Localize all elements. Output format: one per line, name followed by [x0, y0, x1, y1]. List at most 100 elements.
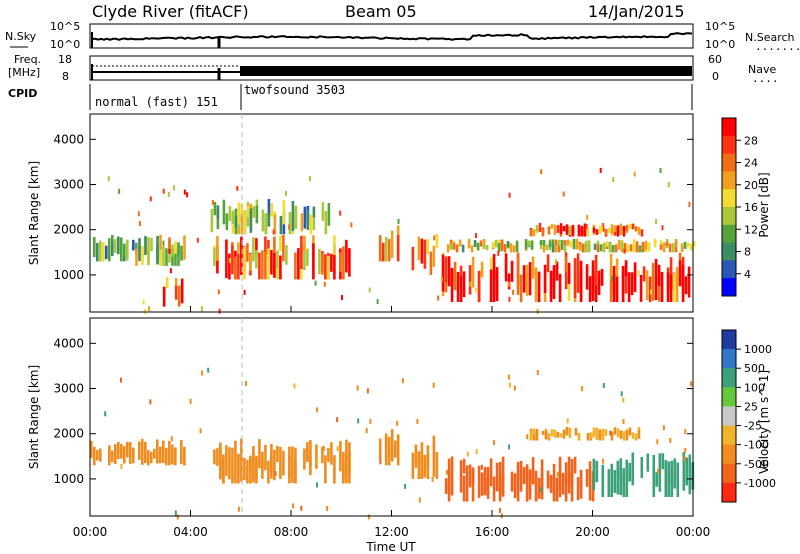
scatter-cell-4: [525, 464, 529, 479]
velocity-y-ticks: 4000 3000 2000 1000: [53, 336, 693, 486]
scatter-cell-8: [452, 242, 456, 250]
speckle: [183, 189, 186, 195]
freq-left-label-1: Freq.: [14, 53, 41, 66]
scatter-cell-6: [616, 428, 620, 438]
scatter-cell-7: [684, 276, 688, 295]
scatter-cell-4: [225, 213, 229, 231]
scatter-cell-1: [303, 448, 306, 470]
speckle: [168, 249, 171, 254]
scatter-cell-4: [459, 460, 463, 493]
scatter-cell-1: [294, 447, 297, 484]
scatter-cell-8: [620, 240, 624, 249]
scatter-cell-7: [657, 264, 661, 286]
speckle: [162, 188, 165, 194]
scatter-cell-3: [252, 237, 255, 262]
scatter-cell-8: [494, 239, 498, 246]
scatter-cell-0: [108, 447, 111, 466]
scatter-cell-8: [635, 245, 639, 253]
scatter-cell-7: [489, 269, 493, 302]
freq-left-label-2: [MHz]: [8, 66, 40, 79]
scatter-cell-7: [564, 256, 568, 273]
scatter-cell-5: [387, 239, 391, 262]
scatter-cell-4: [291, 201, 295, 232]
scatter-cell-5: [658, 453, 662, 492]
scatter-cell-8: [617, 239, 621, 246]
scatter-cell-7: [543, 264, 547, 293]
scatter-cell-6: [544, 430, 548, 439]
scatter-cell-8: [527, 240, 531, 247]
scatter-cell-9: [631, 224, 635, 230]
scatter-cell-4: [234, 216, 238, 228]
scatter-cell-3: [330, 253, 333, 272]
scatter-cell-0: [114, 444, 117, 461]
scatter-cell-7: [519, 274, 523, 303]
scatter-cell-1: [177, 246, 180, 257]
scatter-cell-7: [531, 256, 535, 279]
speckle: [566, 418, 569, 424]
scatter-cell-0: [90, 447, 93, 459]
scatter-cell-8: [476, 242, 480, 250]
scatter-cell-8: [500, 239, 504, 250]
speckle: [562, 191, 565, 197]
scatter-cell-3: [246, 243, 249, 262]
scatter-cell-7: [657, 274, 661, 302]
scatter-cell-8: [446, 244, 450, 253]
speckle: [623, 248, 626, 254]
scatter-cell-7: [669, 257, 673, 290]
scatter-cell-8: [506, 241, 510, 247]
scatter-cell-5: [685, 457, 689, 486]
scatter-cell-4: [321, 202, 325, 221]
x-axis-label: Time UT: [365, 540, 416, 554]
x-tick-label: 20:00: [575, 525, 610, 539]
speckle: [526, 434, 529, 440]
scatter-cell-7: [507, 273, 511, 290]
scatter-cell-3: [270, 249, 273, 275]
scatter-cell-1: [171, 244, 174, 257]
y-tick-label: 1000: [53, 472, 84, 486]
scatter-cell-7: [579, 260, 583, 302]
speckle: [556, 471, 559, 477]
scatter-cell-5: [673, 458, 677, 489]
scatter-cell-9: [595, 229, 599, 235]
speckle: [196, 237, 199, 243]
speckle: [357, 418, 360, 424]
scatter-cell-6: [529, 430, 533, 441]
scatter-cell-3: [249, 254, 252, 271]
noise-series-line: [91, 32, 693, 41]
scatter-cell-0: [111, 241, 114, 257]
colorbar-tick-label: 1000: [744, 343, 772, 356]
scatter-cell-8: [455, 244, 459, 253]
scatter-cell-5: [655, 471, 659, 487]
scatter-cell-9: [586, 227, 590, 237]
scatter-cell-0: [96, 242, 99, 262]
scatter-cell-8: [584, 240, 588, 253]
scatter-cell-8: [596, 244, 600, 253]
scatter-cell-8: [557, 239, 561, 247]
scatter-cell-4: [282, 200, 286, 225]
scatter-cell-9: [613, 228, 617, 236]
scatter-cell-7: [627, 272, 631, 303]
scatter-cell-7: [666, 272, 670, 302]
speckle: [366, 388, 369, 394]
scatter-cell-6: [426, 238, 430, 254]
scatter-cell-7: [492, 254, 496, 280]
scatter-cell-8: [644, 240, 648, 251]
scatter-cell-1: [162, 245, 165, 266]
scatter-cell-0: [120, 246, 123, 262]
scatter-cell-8: [626, 244, 630, 253]
scatter-cell-4: [327, 203, 331, 226]
scatter-cell-6: [417, 236, 421, 261]
scatter-cell-7: [609, 269, 613, 302]
scatter-cell-1: [213, 449, 216, 465]
colorbar-frame: [721, 329, 737, 503]
scatter-cell-0: [183, 447, 186, 466]
speckle: [120, 377, 122, 383]
scatter-cell-0: [126, 441, 129, 458]
scatter-cell-3: [411, 452, 415, 479]
speckle: [300, 505, 303, 511]
scatter-cell-5: [664, 462, 668, 497]
scatter-cell-1: [273, 449, 276, 481]
scatter-cell-4: [324, 211, 328, 235]
colorbar-swatch: [722, 135, 736, 155]
scatter-cell-6: [577, 433, 581, 441]
